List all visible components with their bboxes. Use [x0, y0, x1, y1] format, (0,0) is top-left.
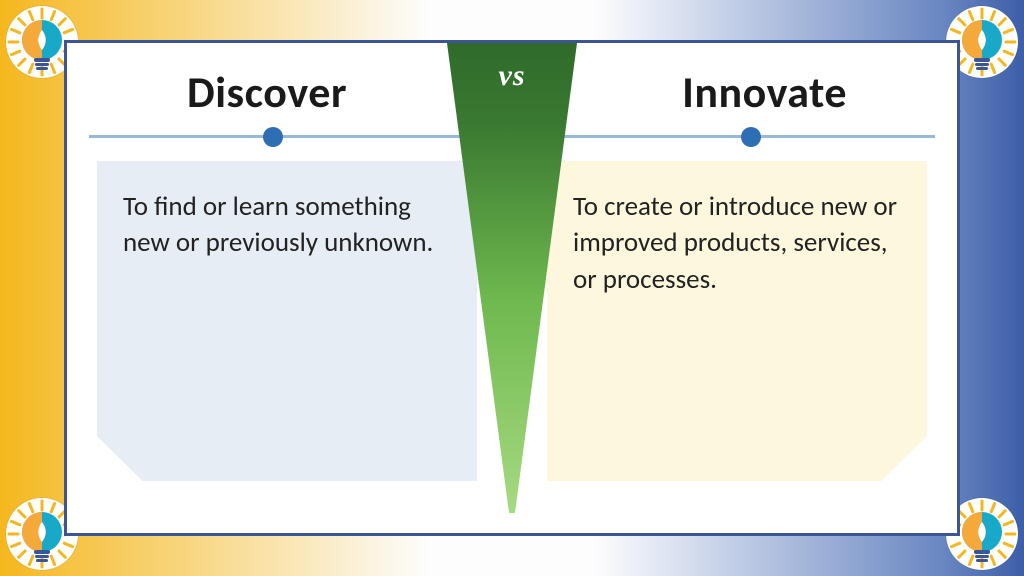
- axis-dot-left: [263, 127, 283, 147]
- right-definition-text: To create or introduce new or improved p…: [573, 190, 897, 296]
- axis-dot-right: [741, 127, 761, 147]
- infographic-stage: Discover Innovate To find or learn somet…: [0, 0, 1024, 576]
- left-title: Discover: [187, 65, 347, 119]
- left-definition-text: To find or learn something new or previo…: [123, 190, 433, 259]
- comparison-card: Discover Innovate To find or learn somet…: [64, 40, 960, 536]
- vs-label: vs: [499, 59, 526, 93]
- right-title: Innovate: [682, 65, 847, 119]
- left-definition-box: To find or learn something new or previo…: [97, 161, 477, 481]
- right-definition-box: To create or introduce new or improved p…: [547, 161, 927, 481]
- axis-line: [89, 135, 935, 138]
